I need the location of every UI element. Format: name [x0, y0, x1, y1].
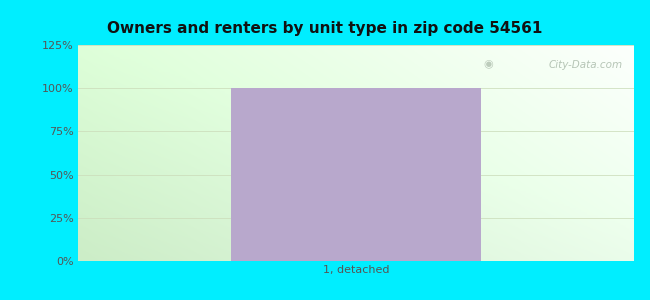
Text: City-Data.com: City-Data.com [549, 60, 623, 70]
Text: ◉: ◉ [484, 59, 493, 69]
Text: Owners and renters by unit type in zip code 54561: Owners and renters by unit type in zip c… [107, 21, 543, 36]
Bar [231, 88, 481, 261]
